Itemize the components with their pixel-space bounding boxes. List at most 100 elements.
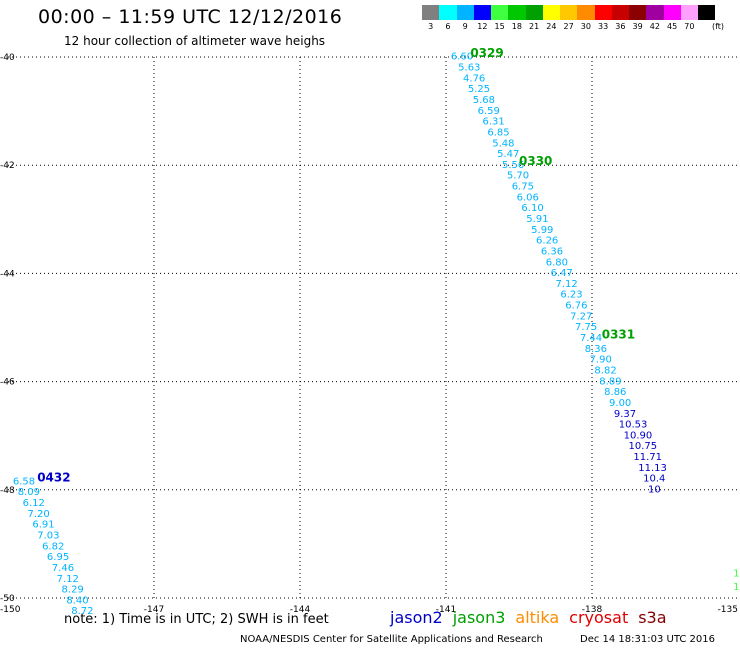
x-tick-label: -147 <box>144 605 164 615</box>
wave-height-point: 6.95 <box>47 552 69 563</box>
wave-height-point: 6.82 <box>42 541 64 552</box>
wave-height-point: 12 <box>733 582 740 593</box>
wave-height-point: 7.12 <box>57 574 79 585</box>
wave-height-point: 6.10 <box>521 203 543 214</box>
wave-height-point: 6.91 <box>32 520 54 531</box>
legend-swatch: 30 <box>577 5 595 31</box>
wave-height-point: 10.4 <box>643 474 665 485</box>
legend-swatch: 36 <box>611 5 629 31</box>
legend-swatch-label: 21 <box>529 22 540 31</box>
wave-height-point: 8.72 <box>71 606 93 617</box>
pass-time-label: 0432 <box>37 471 70 485</box>
wave-height-point: 5.56 <box>502 160 524 171</box>
color-legend: 3 6 9 12 15 18 21 24 27 30 33 36 39 42 45 70 <box>422 5 716 31</box>
legend-swatch-color <box>473 5 491 20</box>
wave-height-point: 7.03 <box>37 530 59 541</box>
wave-height-point: 9.37 <box>614 409 636 420</box>
legend-swatch: 24 <box>542 5 560 31</box>
wave-height-point: 8.89 <box>599 376 621 387</box>
legend-swatch <box>698 5 716 31</box>
chart-subtitle: 12 hour collection of altimeter wave hei… <box>64 34 326 48</box>
wave-height-point: 6.85 <box>487 127 509 138</box>
legend-swatch-color <box>611 5 629 20</box>
x-tick-label: -144 <box>290 605 311 615</box>
wave-height-point: 5.47 <box>497 149 519 160</box>
legend-swatch-color <box>698 5 716 20</box>
legend-swatch-label: 39 <box>632 22 643 31</box>
satellite-key: jason2 jason3 altika cryosat s3a <box>390 608 677 627</box>
legend-swatch-color <box>663 5 681 20</box>
legend-swatch-label: 45 <box>667 22 678 31</box>
wave-height-point: 5.48 <box>492 138 514 149</box>
y-tick-label: -40 <box>0 53 15 63</box>
wave-height-point: 6.60 <box>451 52 473 63</box>
wave-height-point: 7.44 <box>580 333 602 344</box>
legend-swatch: 12 <box>473 5 491 31</box>
wave-height-point: 7.27 <box>570 311 592 322</box>
wave-height-point: 11.13 <box>638 463 667 474</box>
legend-swatch-label: 9 <box>462 22 468 31</box>
wave-height-point: 8.86 <box>604 387 626 398</box>
y-tick-label: -48 <box>0 486 15 496</box>
wave-height-point: 11.71 <box>633 452 662 463</box>
legend-swatch-color <box>680 5 698 20</box>
wave-height-point: 8.36 <box>585 344 607 355</box>
y-tick-label: -50 <box>0 594 15 604</box>
wave-height-point: 7.12 <box>556 279 578 290</box>
legend-swatch-color <box>525 5 543 20</box>
legend-swatch-label: 36 <box>615 22 626 31</box>
legend-swatch: 15 <box>491 5 509 31</box>
wave-height-point: 4.76 <box>463 73 485 84</box>
legend-swatch-label: 12 <box>477 22 488 31</box>
x-tick-label: -141 <box>436 605 456 615</box>
wave-height-point: 7.90 <box>590 355 612 366</box>
page-title: 00:00 – 11:59 UTC 12/12/2016 <box>38 6 343 28</box>
wave-height-point: 6.12 <box>23 498 45 509</box>
wave-height-point: 8.82 <box>594 365 616 376</box>
wave-height-point: 5.91 <box>526 214 548 225</box>
wave-height-point: 5.63 <box>458 63 480 74</box>
wave-height-point: 7.20 <box>27 509 49 520</box>
x-tick-label: -150 <box>0 605 21 615</box>
wave-height-point: 6.58 <box>13 476 35 487</box>
legend-unit-label: (ft) <box>712 22 725 31</box>
legend-swatch-label: 30 <box>580 22 591 31</box>
timestamp-text: Dec 14 18:31:03 UTC 2016 <box>580 634 715 645</box>
wave-height-point: 7.75 <box>575 322 597 333</box>
legend-swatch-color <box>646 5 664 20</box>
legend-swatch: 3 <box>422 5 440 31</box>
wave-height-point: 6.80 <box>546 257 568 268</box>
wave-height-point: 6.75 <box>512 182 534 193</box>
note-text: note: 1) Time is in UTC; 2) SWH is in fe… <box>64 612 329 627</box>
legend-swatch-label: 6 <box>445 22 451 31</box>
satellite-name: cryosat <box>569 608 629 627</box>
wave-height-point: 6.06 <box>517 192 539 203</box>
wave-height-point: 10.53 <box>619 420 648 431</box>
wave-height-point: 5.70 <box>507 171 529 182</box>
y-tick-label: -42 <box>0 161 15 171</box>
satellite-name: jason3 <box>452 608 506 627</box>
legend-swatch: 42 <box>646 5 664 31</box>
wave-height-point: 5.68 <box>473 95 495 106</box>
wave-height-point: 1: <box>733 568 740 579</box>
legend-swatch-color <box>439 5 457 20</box>
legend-swatch: 45 <box>663 5 681 31</box>
legend-swatch-label: 18 <box>511 22 522 31</box>
wave-height-point: 5.99 <box>531 225 553 236</box>
legend-swatch-label: 27 <box>563 22 574 31</box>
legend-swatch-color <box>422 5 440 20</box>
wave-height-point: 10.90 <box>624 430 653 441</box>
legend-swatch-label: 33 <box>598 22 609 31</box>
legend-swatch: 21 <box>525 5 543 31</box>
legend-swatch: 70 <box>680 5 698 31</box>
wave-height-point: 6.36 <box>541 246 563 257</box>
pass-time-label: 0330 <box>519 154 552 168</box>
wave-height-point: 7.46 <box>52 563 74 574</box>
legend-swatch: 6 <box>439 5 457 31</box>
wave-height-point: 8.09 <box>18 487 40 498</box>
wave-height-point: 8.40 <box>66 595 88 606</box>
legend-swatch-color <box>508 5 526 20</box>
wave-height-point: 6.59 <box>478 106 500 117</box>
legend-swatch-label: 3 <box>428 22 434 31</box>
